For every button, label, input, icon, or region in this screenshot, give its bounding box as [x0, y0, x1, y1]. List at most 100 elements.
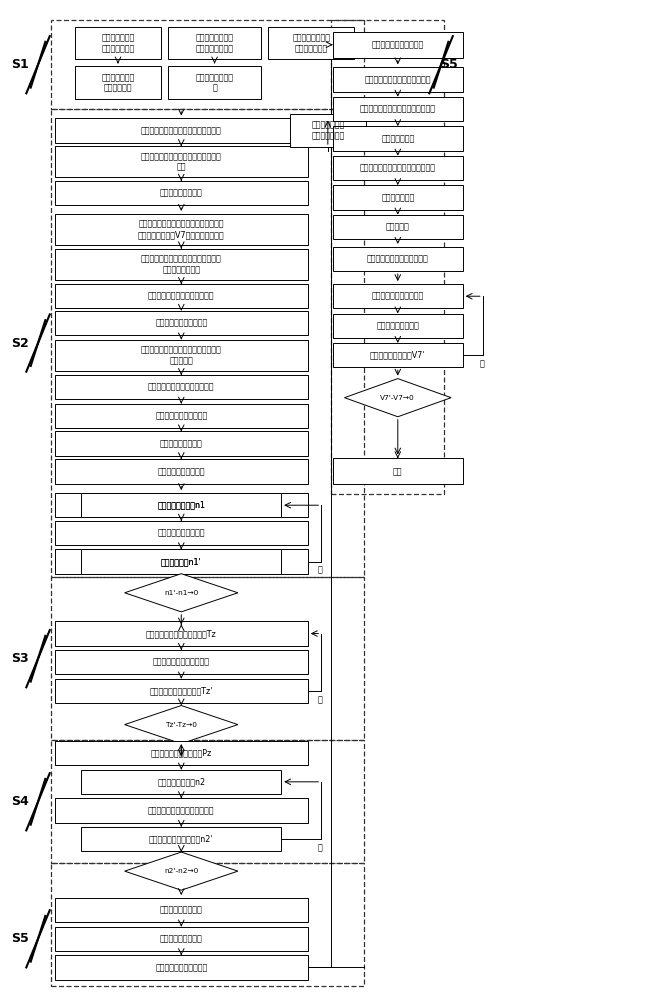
FancyBboxPatch shape	[55, 284, 308, 308]
Text: 燃气内燃机最高燃烧压力Pz: 燃气内燃机最高燃烧压力Pz	[151, 749, 212, 758]
Text: 压缩多变指数n1': 压缩多变指数n1'	[161, 557, 201, 566]
FancyBboxPatch shape	[333, 126, 463, 151]
FancyBboxPatch shape	[168, 27, 261, 59]
Text: 燃气内燃机进气及排气转点压力: 燃气内燃机进气及排气转点压力	[148, 292, 215, 301]
Text: 低温循环水流量: 低温循环水流量	[381, 193, 414, 202]
FancyBboxPatch shape	[55, 214, 308, 245]
Text: 燃气内燃机剩余度气量、混合气体量、
排气气体量: 燃气内燃机剩余度气量、混合气体量、 排气气体量	[141, 345, 221, 365]
Text: S2: S2	[11, 337, 29, 350]
FancyBboxPatch shape	[55, 181, 308, 205]
Text: 燃气内燃机发电功率及发电效率: 燃气内燃机发电功率及发电效率	[365, 75, 431, 84]
FancyBboxPatch shape	[55, 741, 308, 765]
Bar	[52, 863, 365, 986]
Text: 环境空气各成分
摩尔体积计算: 环境空气各成分 摩尔体积计算	[101, 73, 134, 93]
Text: S5: S5	[11, 932, 29, 945]
Text: 天然气在燃气内燃机中燃烧所需要的空
气量: 天然气在燃气内燃机中燃烧所需要的空 气量	[141, 152, 221, 172]
Text: 假设压缩多变指数n1: 假设压缩多变指数n1	[157, 501, 205, 510]
Bar	[331, 20, 444, 494]
Text: 燃气内燃机最高燃烧温度Tz': 燃气内燃机最高燃烧温度Tz'	[150, 686, 213, 695]
Text: 天然气低位热值计
算: 天然气低位热值计 算	[195, 73, 233, 93]
Polygon shape	[124, 852, 238, 890]
FancyBboxPatch shape	[55, 549, 308, 574]
Text: S1: S1	[11, 58, 29, 71]
Text: 输入燃气内燃机
运行的环境参数: 输入燃气内燃机 运行的环境参数	[101, 33, 134, 53]
FancyBboxPatch shape	[75, 27, 161, 59]
Text: 否: 否	[318, 695, 322, 704]
Text: 压缩多变指数n1': 压缩多变指数n1'	[161, 557, 201, 566]
Text: 燃气内燃机平均指示压力: 燃气内燃机平均指示压力	[155, 963, 207, 972]
Text: 燃气内燃机排烟温度V7': 燃气内燃机排烟温度V7'	[370, 351, 425, 360]
Text: 结束: 结束	[393, 467, 403, 476]
FancyBboxPatch shape	[55, 459, 308, 484]
Bar	[52, 577, 365, 740]
FancyBboxPatch shape	[333, 67, 463, 92]
Text: V7'-V7→0: V7'-V7→0	[381, 395, 415, 401]
FancyBboxPatch shape	[333, 215, 463, 239]
Text: 燃气内燃机烟囱所携带的热量: 燃气内燃机烟囱所携带的热量	[367, 254, 429, 263]
Polygon shape	[124, 574, 238, 612]
FancyBboxPatch shape	[55, 249, 308, 280]
Text: 燃气内燃机的充气系数: 燃气内燃机的充气系数	[157, 467, 205, 476]
Text: 输入燃气内燃机
的过量空气系数: 输入燃气内燃机 的过量空气系数	[311, 121, 345, 140]
FancyBboxPatch shape	[55, 679, 308, 703]
Text: 燃气内燃机剩余度气系数: 燃气内燃机剩余度气系数	[155, 319, 207, 328]
FancyBboxPatch shape	[333, 343, 463, 367]
Polygon shape	[345, 379, 451, 417]
Text: 实际站行工况下燃气内燃机的进燃气量: 实际站行工况下燃气内燃机的进燃气量	[141, 126, 221, 135]
Text: S3: S3	[11, 652, 29, 665]
FancyBboxPatch shape	[168, 66, 261, 99]
Text: 高温循环水在运行工况下带走的热量: 高温循环水在运行工况下带走的热量	[360, 104, 436, 113]
Text: 其他散热量: 其他散热量	[386, 222, 409, 231]
Text: 假设燃气内燃机最高燃烧温度Tz: 假设燃气内燃机最高燃烧温度Tz	[146, 629, 217, 638]
FancyBboxPatch shape	[82, 827, 281, 851]
FancyBboxPatch shape	[55, 311, 308, 335]
Text: n2'-n2→0: n2'-n2→0	[164, 868, 199, 874]
FancyBboxPatch shape	[333, 97, 463, 121]
FancyBboxPatch shape	[333, 458, 463, 484]
Text: 输入燃气内燃机设
计工况下的参数: 输入燃气内燃机设 计工况下的参数	[292, 33, 330, 53]
Text: 燃气内燃机混合气体各成分容积数、及混
合气体的总容积数V7、热值、气体密度: 燃气内燃机混合气体各成分容积数、及混 合气体的总容积数V7、热值、气体密度	[138, 220, 225, 239]
Text: Tz'-Tz→0: Tz'-Tz→0	[165, 722, 197, 728]
FancyBboxPatch shape	[333, 156, 463, 180]
Text: 假设膨胀多变指数n2: 假设膨胀多变指数n2	[157, 777, 205, 786]
Text: 燃气内燃机初膨胀比: 燃气内燃机初膨胀比	[160, 906, 203, 915]
Text: 低温循环水在运行工况下带走的热量: 低温循环水在运行工况下带走的热量	[360, 163, 436, 172]
FancyBboxPatch shape	[333, 314, 463, 338]
FancyBboxPatch shape	[333, 185, 463, 210]
FancyBboxPatch shape	[333, 247, 463, 271]
Bar	[52, 740, 365, 863]
Text: 燃气内燃机混合气体完全燃烧后排气各
成分的体积百分数: 燃气内燃机混合气体完全燃烧后排气各 成分的体积百分数	[141, 254, 221, 274]
FancyBboxPatch shape	[55, 493, 308, 517]
Text: S5: S5	[440, 58, 458, 71]
Text: 否: 否	[318, 566, 322, 575]
FancyBboxPatch shape	[82, 493, 281, 517]
Bar	[52, 20, 365, 109]
FancyBboxPatch shape	[55, 955, 308, 980]
Text: 燃气内燃机燃烧产物的焓值: 燃气内燃机燃烧产物的焓值	[153, 658, 210, 667]
FancyBboxPatch shape	[333, 32, 463, 58]
Text: 否: 否	[318, 843, 322, 852]
FancyBboxPatch shape	[268, 27, 355, 59]
Text: 排气压力下废气温度: 排气压力下废气温度	[160, 439, 203, 448]
Bar	[52, 109, 365, 577]
Text: 燃气内燃机膨胀多变指数n2': 燃气内燃机膨胀多变指数n2'	[149, 835, 213, 844]
FancyBboxPatch shape	[55, 146, 308, 177]
Text: 燃气内燃机后膨胀比: 燃气内燃机后膨胀比	[160, 934, 203, 943]
Text: 假设压缩多变指数n1: 假设压缩多变指数n1	[157, 501, 205, 510]
Polygon shape	[124, 706, 238, 744]
Text: 高温循环水流量: 高温循环水流量	[381, 134, 414, 143]
FancyBboxPatch shape	[55, 118, 308, 143]
Text: S4: S4	[11, 795, 29, 808]
Text: 燃气内燃机进气转点压力及温度: 燃气内燃机进气转点压力及温度	[148, 383, 215, 392]
FancyBboxPatch shape	[55, 621, 308, 646]
Text: 输入燃气内燃机所
使用的天然气成分: 输入燃气内燃机所 使用的天然气成分	[195, 33, 233, 53]
Text: 压缩终点的温度和压力: 压缩终点的温度和压力	[157, 528, 205, 537]
FancyBboxPatch shape	[82, 549, 281, 574]
Text: 燃气内燃机的空燃比: 燃气内燃机的空燃比	[160, 189, 203, 198]
Text: n1'-n1→0: n1'-n1→0	[164, 590, 199, 596]
FancyBboxPatch shape	[55, 798, 308, 823]
FancyBboxPatch shape	[55, 927, 308, 951]
FancyBboxPatch shape	[55, 431, 308, 456]
Text: 燃气内燃机膨胀温度及膨胀压力: 燃气内燃机膨胀温度及膨胀压力	[148, 806, 215, 815]
FancyBboxPatch shape	[82, 770, 281, 794]
